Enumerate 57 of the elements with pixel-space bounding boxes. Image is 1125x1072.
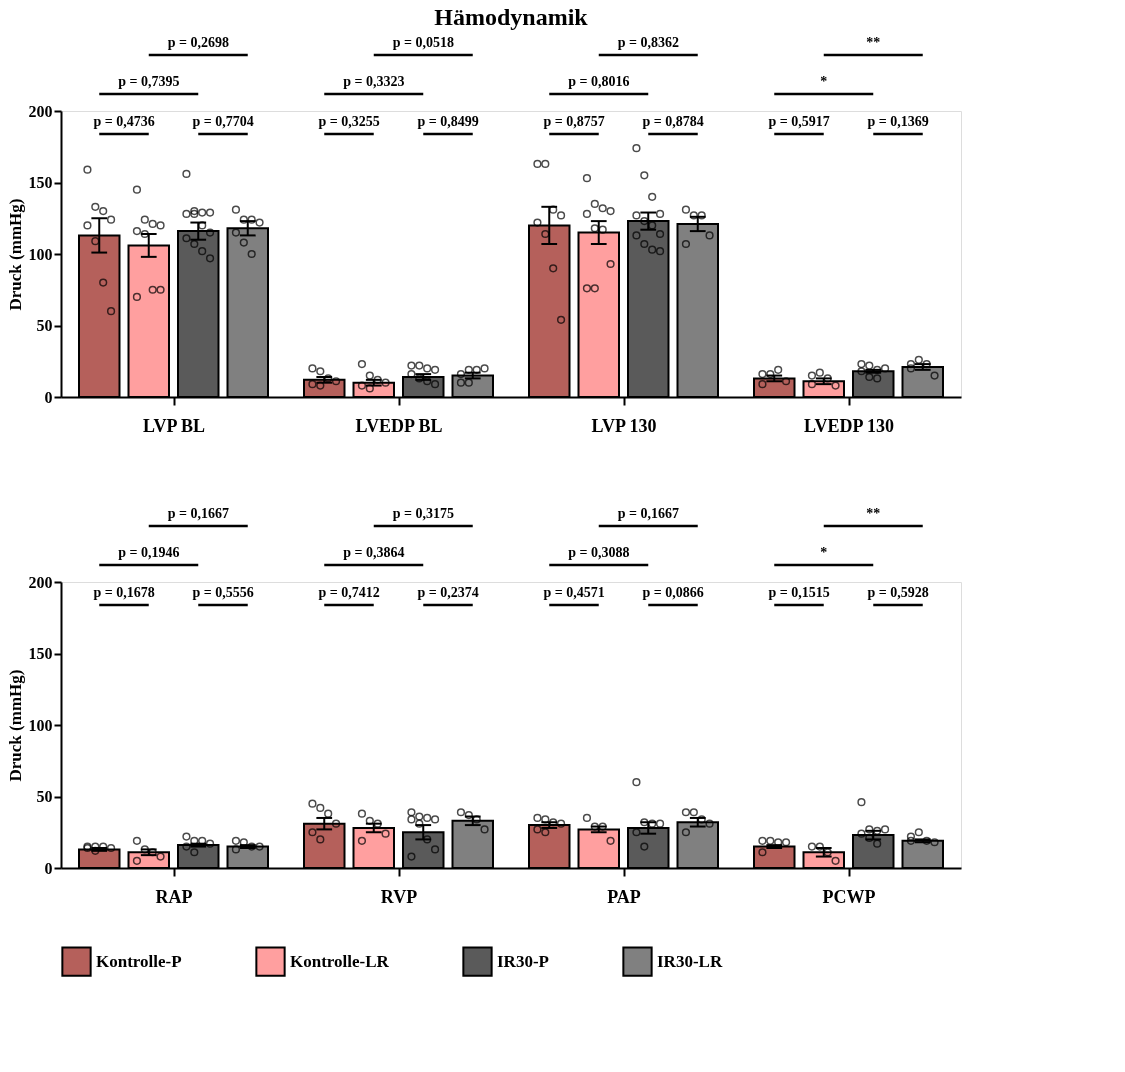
text: ** [866,506,881,521]
y-tick-label: 50 [36,317,53,334]
y-tick-label: 200 [28,102,53,120]
annotation: p = 0,1369 [867,114,929,129]
legend-label: IR30-LR [657,951,723,971]
annotation: p = 0,1515 [768,585,830,600]
text: p = 0,7395 [118,74,180,89]
text: p = 0,0518 [392,35,454,50]
annotation: p = 0,8784 [642,114,704,129]
text: * [820,74,828,89]
x-tick-label: LVP BL [143,415,205,436]
y-tick-label: 0 [44,388,53,406]
chart-title: Hämodynamik [434,4,589,30]
x-tick-label: PCWP [822,886,876,907]
annotation: p = 0,1678 [93,585,155,600]
x-tick-label: RAP [155,886,193,907]
annotation: p = 0,3255 [318,114,380,129]
annotation: p = 0,4736 [93,114,155,129]
text: p = 0,8362 [617,35,679,50]
text: p = 0,1667 [617,506,679,521]
y-axis-title: Druck (mmHg) [5,669,25,782]
annotation: p = 0,7704 [192,114,254,129]
y-tick-label: 200 [28,573,53,591]
text: ** [866,35,881,50]
y-tick-label: 50 [36,788,53,805]
annotation: p = 0,8757 [543,114,605,129]
x-tick-label: PAP [607,886,641,907]
legend-label: Kontrolle-LR [290,951,390,971]
x-tick-label: LVEDP BL [355,415,443,436]
text: p = 0,1667 [167,506,229,521]
annotation: p = 0,8499 [417,114,479,129]
annotation: p = 0,2374 [417,585,479,600]
y-tick-label: 0 [44,859,53,877]
annotation: p = 0,5928 [867,585,929,600]
x-tick-label: RVP [380,886,418,907]
y-tick-label: 100 [28,716,53,734]
text: p = 0,8016 [568,74,630,89]
y-axis-title: Druck (mmHg) [5,198,25,311]
y-tick-label: 150 [28,645,53,662]
text: * [820,545,828,560]
annotation: p = 0,0866 [642,585,704,600]
x-tick-label: LVEDP 130 [804,415,894,436]
text: p = 0,2698 [167,35,229,50]
y-tick-label: 150 [28,174,53,191]
annotation: p = 0,5556 [192,585,254,600]
text: p = 0,1946 [118,545,180,560]
text: p = 0,3088 [568,545,630,560]
text: p = 0,3175 [392,506,454,521]
legend-label: IR30-P [497,951,549,971]
annotation: p = 0,4571 [543,585,605,600]
text: p = 0,3323 [343,74,405,89]
annotation: p = 0,7412 [318,585,380,600]
x-tick-label: LVP 130 [591,415,657,436]
legend-label: Kontrolle-P [96,951,182,971]
text: p = 0,3864 [343,545,405,560]
annotation: p = 0,5917 [768,114,830,129]
y-tick-label: 100 [28,245,53,263]
